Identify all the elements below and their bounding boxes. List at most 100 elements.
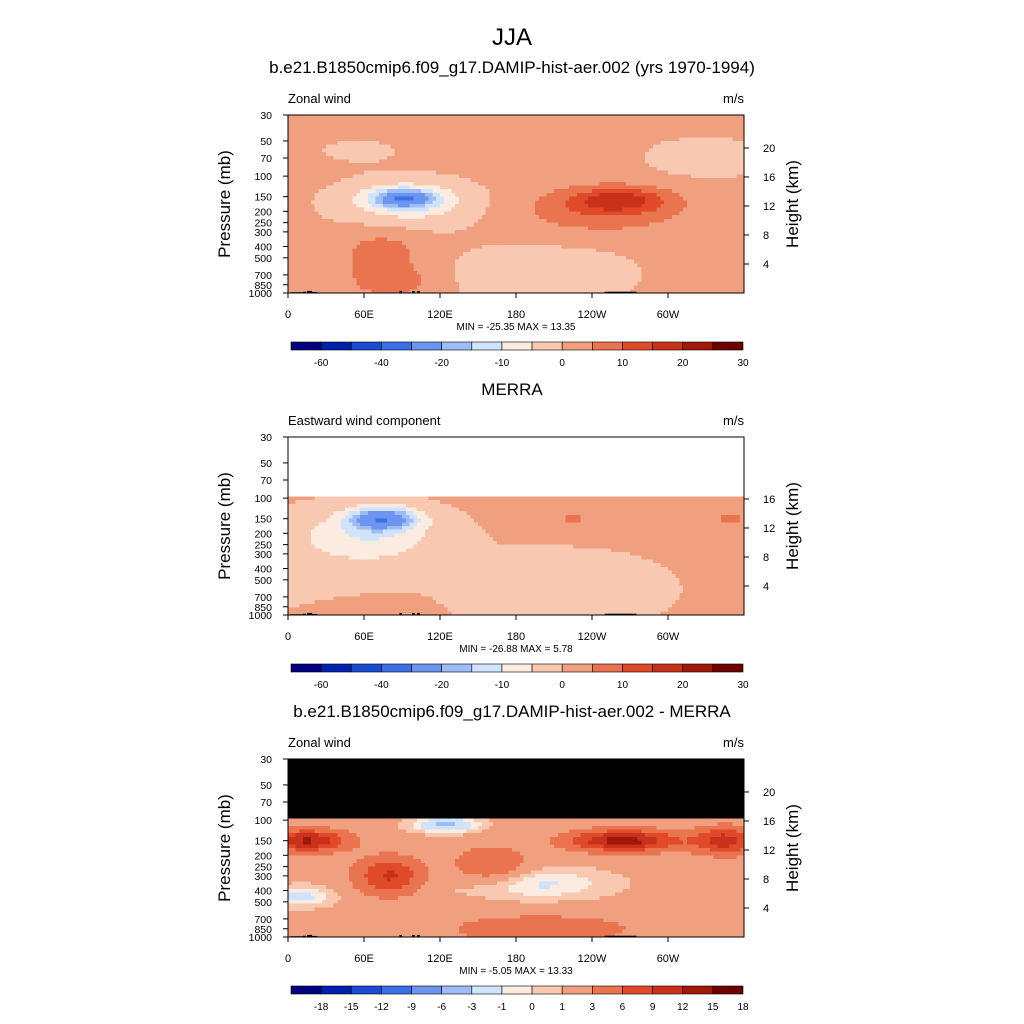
field-cell bbox=[333, 144, 338, 149]
field-cell bbox=[728, 163, 733, 168]
field-cell bbox=[630, 170, 635, 175]
field-cell bbox=[519, 178, 524, 183]
field-cell bbox=[413, 126, 418, 131]
field-cell bbox=[690, 215, 695, 220]
field-cell bbox=[531, 211, 536, 216]
field-cell bbox=[576, 252, 581, 257]
field-cell bbox=[500, 181, 505, 186]
field-cell bbox=[310, 133, 315, 138]
field-cell bbox=[314, 263, 319, 268]
field-cell bbox=[736, 189, 741, 194]
field-cell bbox=[443, 267, 448, 272]
field-cell bbox=[732, 185, 737, 190]
field-cell bbox=[508, 137, 513, 142]
field-cell bbox=[736, 259, 741, 264]
field-cell bbox=[466, 215, 471, 220]
field-cell bbox=[576, 233, 581, 238]
field-cell bbox=[443, 129, 448, 134]
field-cell bbox=[432, 259, 437, 264]
field-cell bbox=[413, 267, 418, 272]
field-cell bbox=[360, 189, 365, 194]
field-cell bbox=[299, 226, 304, 231]
field-cell bbox=[713, 118, 718, 123]
field-cell bbox=[557, 204, 562, 209]
field-cell bbox=[561, 196, 566, 201]
field-cell bbox=[679, 259, 684, 264]
field-cell bbox=[645, 204, 650, 209]
field-cell bbox=[668, 115, 673, 120]
field-cell bbox=[523, 115, 528, 120]
field-cell bbox=[326, 189, 331, 194]
field-cell bbox=[554, 118, 559, 123]
field-cell bbox=[508, 178, 513, 183]
field-cell bbox=[535, 200, 540, 205]
field-cell bbox=[307, 174, 312, 179]
field-cell bbox=[348, 159, 353, 164]
field-cell bbox=[288, 241, 293, 246]
field-cell bbox=[295, 255, 300, 261]
field-cell bbox=[337, 255, 342, 261]
field-cell bbox=[702, 122, 707, 127]
field-cell bbox=[599, 144, 604, 149]
field-cell bbox=[348, 118, 353, 123]
field-cell bbox=[390, 255, 395, 261]
field-cell bbox=[493, 204, 498, 209]
field-cell bbox=[633, 263, 638, 268]
field-cell bbox=[356, 170, 361, 175]
field-cell bbox=[508, 174, 513, 179]
field-cell bbox=[451, 159, 456, 164]
field-cell bbox=[508, 152, 513, 157]
field-cell bbox=[314, 207, 319, 212]
field-cell bbox=[649, 115, 654, 120]
field-cell bbox=[645, 237, 650, 242]
field-cell bbox=[732, 233, 737, 238]
field-cell bbox=[508, 181, 513, 186]
field-cell bbox=[295, 115, 300, 120]
field-cell bbox=[538, 189, 543, 194]
field-cell bbox=[698, 133, 703, 138]
field-cell bbox=[580, 129, 585, 134]
field-cell bbox=[633, 166, 638, 172]
field-cell bbox=[451, 248, 456, 253]
field-cell bbox=[717, 255, 722, 261]
field-cell bbox=[561, 144, 566, 149]
field-cell bbox=[383, 237, 388, 242]
field-cell bbox=[671, 233, 676, 238]
field-cell bbox=[713, 163, 718, 168]
field-cell bbox=[664, 204, 669, 209]
field-cell bbox=[329, 144, 334, 149]
field-cell bbox=[557, 140, 562, 146]
field-cell bbox=[592, 259, 597, 264]
field-cell bbox=[322, 222, 327, 227]
field-cell bbox=[478, 122, 483, 127]
field-cell bbox=[588, 241, 593, 246]
field-cell bbox=[706, 178, 711, 183]
field-cell bbox=[687, 155, 692, 160]
field-cell bbox=[542, 248, 547, 253]
field-cell bbox=[630, 207, 635, 212]
field-cell bbox=[356, 178, 361, 183]
field-cell bbox=[474, 241, 479, 246]
field-cell bbox=[371, 159, 376, 164]
field-cell bbox=[288, 148, 293, 153]
field-cell bbox=[428, 140, 433, 146]
field-cell bbox=[538, 229, 543, 235]
field-cell bbox=[333, 140, 338, 146]
field-cell bbox=[721, 155, 726, 160]
field-cell bbox=[337, 233, 342, 238]
field-cell bbox=[291, 126, 296, 131]
field-cell bbox=[386, 129, 391, 134]
field-cell bbox=[592, 166, 597, 172]
field-cell bbox=[402, 267, 407, 272]
field-cell bbox=[706, 252, 711, 257]
field-cell bbox=[504, 181, 509, 186]
field-cell bbox=[573, 211, 578, 216]
field-cell bbox=[326, 163, 331, 168]
field-cell bbox=[478, 115, 483, 120]
field-cell bbox=[580, 115, 585, 120]
field-cell bbox=[535, 155, 540, 160]
field-cell bbox=[417, 189, 422, 194]
field-cell bbox=[348, 241, 353, 246]
field-cell bbox=[364, 148, 369, 153]
field-cell bbox=[402, 148, 407, 153]
